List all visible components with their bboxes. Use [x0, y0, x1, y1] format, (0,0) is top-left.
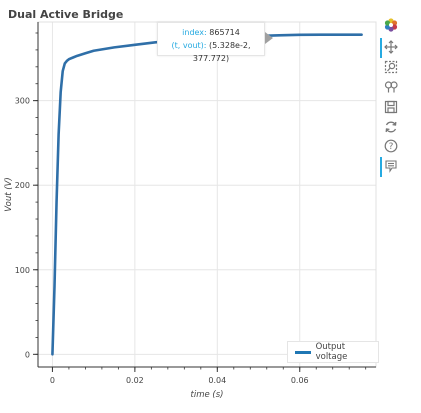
y-tick-label: 200 [15, 181, 30, 190]
tooltip-coord-label: (t, vout): [171, 41, 207, 50]
plot-frame [37, 21, 377, 368]
x-tick-label: 0 [50, 376, 55, 385]
series-layer [51, 33, 363, 356]
legend-swatch [295, 350, 311, 354]
svg-text:?: ? [389, 142, 394, 152]
hover-icon[interactable] [380, 157, 402, 175]
y-tick-label: 0 [25, 350, 30, 359]
tooltip-index-value: 865714 [209, 28, 240, 37]
x-tick-label: 0.02 [126, 376, 144, 385]
legend-label: Output voltage [315, 342, 348, 362]
y-tick-label: 300 [15, 97, 30, 106]
x-axis-label: time (s) [191, 390, 224, 400]
tooltip-coord-value: (5.328e-2, 377.772) [192, 41, 251, 63]
legend[interactable]: Output voltage [287, 341, 379, 363]
y-axis-label: Vout (V) [4, 177, 14, 211]
hover-tooltip: index: 865714 (t, vout): (5.328e-2, 377.… [157, 22, 265, 63]
chart-title: Dual Active Bridge [8, 8, 124, 21]
save-icon[interactable] [380, 98, 402, 116]
y-tick-label: 100 [15, 266, 30, 275]
pan-active-indicator [380, 38, 382, 58]
x-tick-label: 0.06 [291, 376, 309, 385]
tooltip-index-label: index: [182, 28, 207, 37]
hover-active-indicator [380, 157, 382, 177]
axes [33, 22, 376, 372]
box-zoom-icon[interactable] [380, 58, 402, 76]
pan-icon[interactable] [380, 38, 402, 56]
help-icon[interactable]: ? [380, 137, 402, 155]
grid-lines [38, 22, 376, 367]
wheel-zoom-icon[interactable] [380, 78, 402, 96]
axis-labels: 0 0.02 0.04 0.06 0 100 200 300 time (s) Vout (V) [4, 97, 309, 400]
series-line-output-voltage[interactable] [51, 33, 363, 356]
tooltip-pointer-icon [265, 32, 273, 44]
bokeh-logo-icon[interactable] [380, 16, 402, 34]
reset-icon[interactable] [380, 118, 402, 136]
x-tick-label: 0.04 [208, 376, 226, 385]
